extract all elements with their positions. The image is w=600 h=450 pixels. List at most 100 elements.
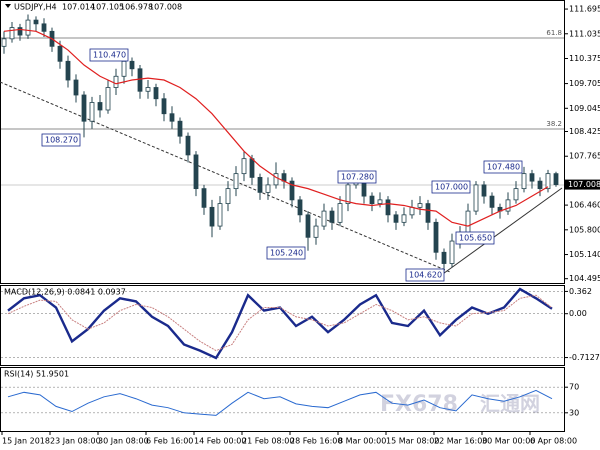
candle-body [153,87,159,100]
indicator-title: RSI(14) 51.9501 [4,370,69,379]
watermark: 汇通网 [480,392,540,416]
x-tick-label: 6 Feb 16:00 [146,437,193,446]
moving-average [3,28,549,227]
y-tick-label: 107.765 [569,152,600,161]
candle-body [409,206,415,216]
candle-body [249,158,255,178]
x-tick-label: 30 Mar 00:00 [482,437,535,446]
annotation-box [266,246,306,260]
annotation: 107.480 [487,163,520,172]
candle-body [289,180,295,201]
candle-body [337,203,343,223]
candle-body [273,173,279,186]
y-tick-label: 70 [569,383,579,392]
candle-body [65,60,71,81]
candle-body [169,113,175,122]
annotation: 104.620 [409,271,442,280]
macd-panel [0,285,565,366]
candle-body [385,199,391,216]
candle-body [129,60,135,70]
candle-body [393,214,399,223]
candle-body [185,135,191,156]
fib-label: 38.2 [546,120,562,128]
candle-body [265,184,271,193]
price-panel [0,0,565,284]
candle-body [161,98,167,115]
y-tick-label: 108.425 [569,127,600,136]
candle-body [449,240,455,264]
annotation: 105.240 [270,249,303,258]
candle-body [177,120,183,137]
y-tick-label: 110.375 [569,54,600,63]
trend-line [439,187,563,277]
y-tick-label: 106.460 [569,201,600,210]
fib-label: 61.8 [546,29,562,37]
indicator-line [7,294,553,352]
annotation-box [483,160,523,174]
rsi-panel [0,367,565,432]
candle-body [113,75,119,88]
x-tick-label: 28 Feb 16:00 [290,437,342,446]
y-tick-label: 111.035 [569,29,600,38]
dropdown-icon [5,4,11,8]
candle-body [121,60,127,77]
annotation-box [431,180,471,194]
candle-body [257,176,263,193]
y-tick-label: 104.495 [569,274,600,283]
candle-body [545,173,551,190]
x-tick-label: 22 Mar 16:00 [434,437,487,446]
y-tick-label: -0.7127 [569,353,600,362]
y-tick-label: 30 [569,408,579,417]
candle-body [521,173,527,190]
candle-body [81,94,87,122]
candle-body [313,225,319,238]
indicator-line [7,287,553,360]
candle-body [433,221,439,253]
x-tick-label: 23 Jan 08:00 [50,437,101,446]
annotation: 107.280 [341,173,374,182]
candle-body [57,45,63,62]
header-symbol: USDJPY,H4 [14,3,57,12]
candle-body [105,87,111,111]
candle-body [441,251,447,264]
x-tick-label: 30 Jan 08:00 [98,437,149,446]
annotation-box [455,231,495,245]
annotation: 107.000 [435,183,468,192]
y-tick-label: 0.362 [569,287,592,296]
candle-body [489,195,495,208]
header-value: 107.014 [62,3,95,12]
candle-body [25,19,31,36]
x-tick-label: 8 Mar 00:00 [338,437,386,446]
candle-body [465,210,471,234]
candle-body [33,19,39,25]
indicator-line [7,389,553,416]
x-tick-label: 6 Apr 08:00 [530,437,577,446]
annotation: 105.650 [459,234,492,243]
y-tick-label: 105.800 [569,225,600,234]
candle-body [41,23,47,32]
candle-body [369,195,375,205]
candle-body [305,214,311,238]
y-tick-label: 109.705 [569,79,600,88]
candle-body [321,210,327,227]
annotation-box [89,48,129,62]
annotation-box [337,170,377,184]
candle-body [233,173,239,190]
candle-body [513,188,519,201]
candle-body [241,158,247,175]
annotation: 110.470 [93,51,126,60]
y-tick-label: 111.695 [569,5,600,14]
candle-body [377,199,383,205]
candle-body [217,203,223,227]
y-tick-label: 109.045 [569,104,600,113]
annotation-box [405,268,445,282]
y-tick-label: 0.00 [569,309,587,318]
candle-body [505,199,511,212]
x-tick-label: 15 Jan 2018 [2,437,50,446]
candle-body [209,206,215,227]
x-tick-label: 14 Feb 00:00 [194,437,246,446]
candle-body [1,38,7,47]
candle-body [225,188,231,205]
